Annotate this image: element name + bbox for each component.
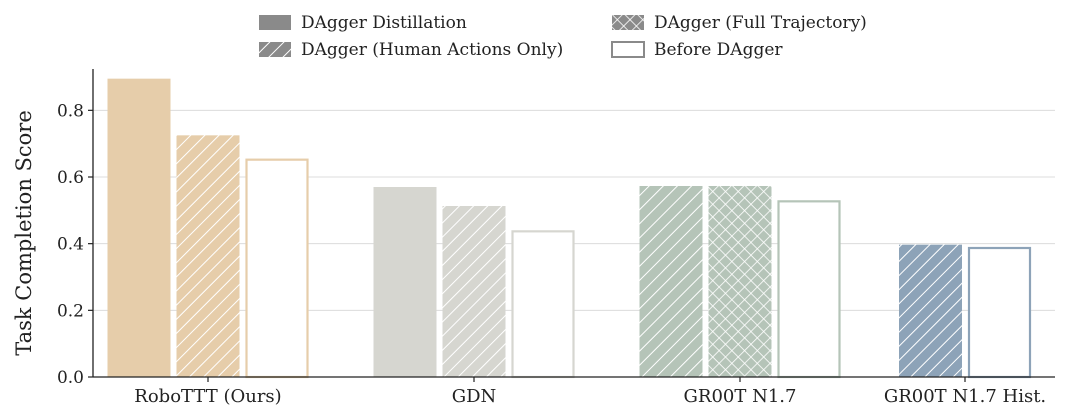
bar-gr00t-n1-7-dagger-human-actions-only <box>639 186 703 377</box>
legend-swatch <box>259 42 291 57</box>
legend-item-dagger-distillation: DAgger Distillation <box>259 13 467 33</box>
legend-swatch <box>612 15 644 30</box>
y-tick-label: 0.8 <box>57 101 84 121</box>
x-tick-label: GR00T N1.7 <box>684 386 797 407</box>
bar-group-gdn <box>373 187 575 379</box>
bar-gr00t-n1-7-before-dagger <box>777 200 841 379</box>
legend-item-dagger-human-actions-only: DAgger (Human Actions Only) <box>259 40 563 60</box>
x-tick-label: GR00T N1.7 Hist. <box>884 386 1046 407</box>
legend: DAgger Distillation DAgger (Human Actions… <box>259 13 867 60</box>
legend-label: DAgger Distillation <box>301 13 467 33</box>
bar-group-robottt-ours <box>107 78 309 379</box>
x-tick-label: GDN <box>452 386 497 407</box>
legend-label: DAgger (Human Actions Only) <box>301 40 563 60</box>
legend-swatch <box>259 15 291 30</box>
x-tick-label: RoboTTT (Ours) <box>134 386 281 407</box>
bar-gdn-dagger-human-actions-only <box>442 206 506 377</box>
legend-item-dagger-full-trajectory: DAgger (Full Trajectory) <box>612 13 867 33</box>
y-tick-label: 0.0 <box>57 368 84 388</box>
bar-robottt-ours-dagger-distillation <box>107 78 171 378</box>
y-axis-title: Task Completion Score <box>12 110 36 356</box>
y-tick-label: 0.6 <box>57 168 84 188</box>
legend-label: DAgger (Full Trajectory) <box>654 13 867 33</box>
bar-gdn-before-dagger <box>511 230 575 379</box>
legend-item-before-dagger: Before DAgger <box>611 40 783 60</box>
bar-gr00t-n1-7-hist-before-dagger <box>967 246 1032 379</box>
bar-group-gr00t-n1-7 <box>639 186 841 379</box>
legend-label: Before DAgger <box>654 40 783 60</box>
bar-gr00t-n1-7-hist-dagger-human-actions-only <box>899 244 962 377</box>
bar-gdn-dagger-distillation <box>373 187 437 377</box>
bar-gr00t-n1-7-dagger-full-trajectory <box>708 186 772 377</box>
bars <box>107 78 1032 379</box>
bar-robottt-ours-dagger-human-actions-only <box>176 135 240 377</box>
y-tick-label: 0.2 <box>57 301 84 321</box>
y-tick-label: 0.4 <box>57 235 84 255</box>
axes: 0.0 0.2 0.4 0.6 0.8 RoboTTT (Ours) GDN GR00T N1… <box>57 69 1055 407</box>
legend-swatch <box>611 41 645 58</box>
bar-robottt-ours-before-dagger <box>245 158 309 379</box>
